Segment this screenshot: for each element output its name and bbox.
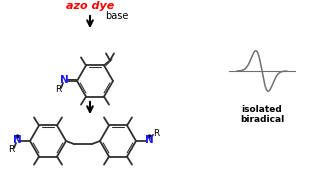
Text: isolated
biradical: isolated biradical — [240, 105, 284, 124]
Text: R: R — [8, 146, 14, 154]
Text: N: N — [13, 135, 21, 145]
Text: N: N — [60, 75, 68, 85]
Text: R: R — [55, 85, 61, 94]
Text: R: R — [153, 129, 159, 138]
Text: base: base — [105, 11, 128, 21]
Text: N: N — [145, 135, 153, 145]
Text: azo dye: azo dye — [66, 1, 114, 11]
